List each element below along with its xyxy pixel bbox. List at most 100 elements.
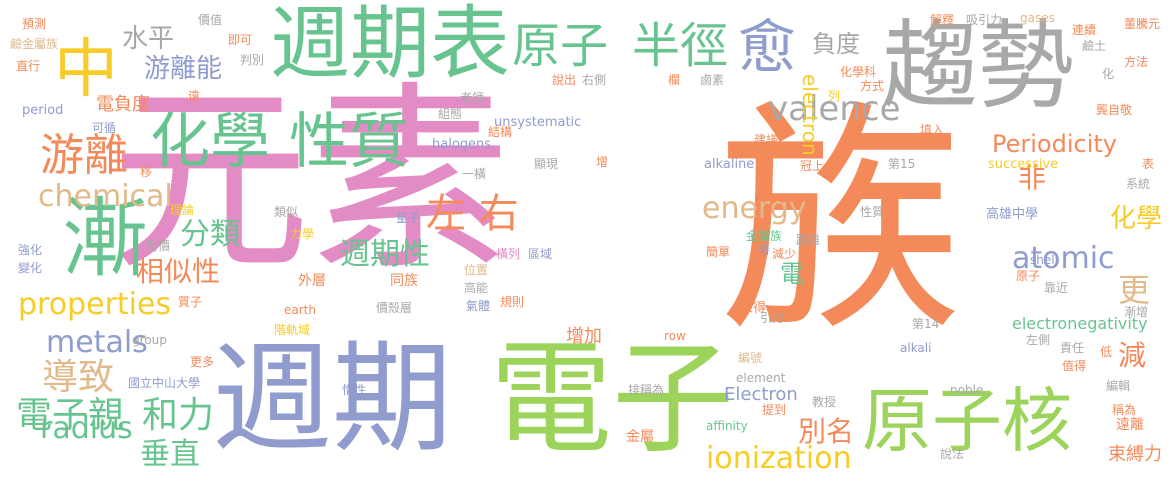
word: 老師 <box>460 91 485 105</box>
word: 左側 <box>1026 333 1051 347</box>
word: 值得 <box>1062 359 1087 373</box>
word: 左 右 <box>426 191 519 237</box>
word: row <box>664 329 686 343</box>
word: 化學 性質 <box>150 107 410 177</box>
word: 別名 <box>798 415 855 448</box>
word: 週期 <box>212 330 452 469</box>
word: energy <box>702 191 807 226</box>
word: 靠近 <box>1044 281 1069 295</box>
word: 說法 <box>940 447 965 461</box>
word: 結構 <box>488 125 513 139</box>
word: 教授 <box>812 395 837 409</box>
word: 原子 <box>512 18 609 74</box>
word: element <box>736 371 786 385</box>
word: metals <box>46 325 148 360</box>
word: 水平 <box>122 24 175 54</box>
word: noble <box>950 383 984 397</box>
word: 填入 <box>920 123 945 137</box>
word: 束縛力 <box>1108 444 1162 465</box>
word: radius <box>40 411 133 446</box>
word: 和力 <box>142 395 215 436</box>
word: ionization <box>706 441 852 476</box>
word: 電子親 <box>16 395 125 436</box>
word: 化 <box>1102 67 1115 81</box>
word: 高能 <box>464 281 489 295</box>
word: 欄 <box>668 73 681 87</box>
word: 游離 <box>40 130 128 181</box>
word: alkali <box>900 341 932 355</box>
word: 族 <box>718 80 963 365</box>
word: chemical <box>38 179 173 214</box>
word: 對價 <box>146 239 171 253</box>
word: 鹼金屬族 <box>10 37 59 51</box>
word: 原子 <box>1016 269 1041 283</box>
word: 愈 <box>738 13 797 81</box>
word: 簡單 <box>706 245 731 259</box>
word: unsystematic <box>494 115 582 130</box>
word: 價值 <box>198 13 223 27</box>
word: 量子 <box>396 211 421 225</box>
word: successive <box>988 157 1059 172</box>
word: 負度 <box>812 30 860 58</box>
word: 游離能 <box>144 54 223 84</box>
word: 強化 <box>18 243 43 257</box>
word: 中 <box>54 33 118 107</box>
word: 惰性 <box>342 383 367 397</box>
word: 第15 <box>888 157 916 171</box>
word: 類似 <box>274 205 299 219</box>
word: 減 <box>1118 339 1147 372</box>
word: 判別 <box>240 53 265 67</box>
word: 垂直 <box>140 437 200 472</box>
word: 位置 <box>464 263 489 277</box>
word: 趨勢 <box>882 10 1074 122</box>
word: halogens <box>432 137 492 152</box>
word: 直行 <box>16 59 41 73</box>
word: 橫列 <box>496 247 521 261</box>
word: 吸引力 <box>966 13 1003 27</box>
word: 規則 <box>500 295 525 309</box>
word: 組態 <box>438 107 463 121</box>
word: 元素 <box>110 65 511 298</box>
word: 顯現 <box>534 157 559 171</box>
word: 提到 <box>762 403 787 417</box>
word: 增 <box>596 155 609 169</box>
word: alkaline <box>704 157 755 172</box>
word: 排稱為 <box>628 383 665 397</box>
word: period <box>22 103 64 118</box>
word: 區域 <box>528 247 553 261</box>
word: 氣體 <box>466 299 491 313</box>
word: valence <box>768 89 901 129</box>
word: 非 <box>1018 161 1047 194</box>
word: 表 <box>1142 157 1155 171</box>
word: 電子 <box>490 328 734 470</box>
word: 冠上 <box>800 159 825 173</box>
word: 鹼土 <box>1082 39 1107 53</box>
word: 來得 <box>740 301 767 316</box>
word: 國立中山大學 <box>128 376 201 390</box>
word: gases <box>1020 11 1055 25</box>
word: 分類 <box>180 217 240 252</box>
word: 編輯 <box>1106 379 1131 393</box>
word: 解釋 <box>930 13 955 27</box>
word: 化學 <box>1110 204 1163 234</box>
word: 金屬族 <box>746 229 783 243</box>
word: Periodicity <box>992 130 1117 158</box>
word: 相似性 <box>136 255 221 288</box>
word: 力學 <box>290 227 315 241</box>
word: 董騰元 <box>1124 17 1161 31</box>
word: 即可 <box>228 33 253 47</box>
word: 原子核 <box>862 380 1072 462</box>
word: 鹵素 <box>700 73 725 87</box>
word: 半徑 <box>632 18 729 74</box>
word: 週期性 <box>340 237 430 272</box>
word: 一橫 <box>462 167 487 181</box>
word: 漸增 <box>1124 305 1149 319</box>
word: 龔自敬 <box>1096 103 1133 117</box>
word: affinity <box>706 419 748 433</box>
word: 方法 <box>1124 55 1149 69</box>
word: 可循 <box>92 121 117 135</box>
word: 低 <box>1100 345 1113 359</box>
word: 階軌域 <box>274 323 311 337</box>
word: 距離 <box>796 233 821 247</box>
word: earth <box>284 303 316 317</box>
